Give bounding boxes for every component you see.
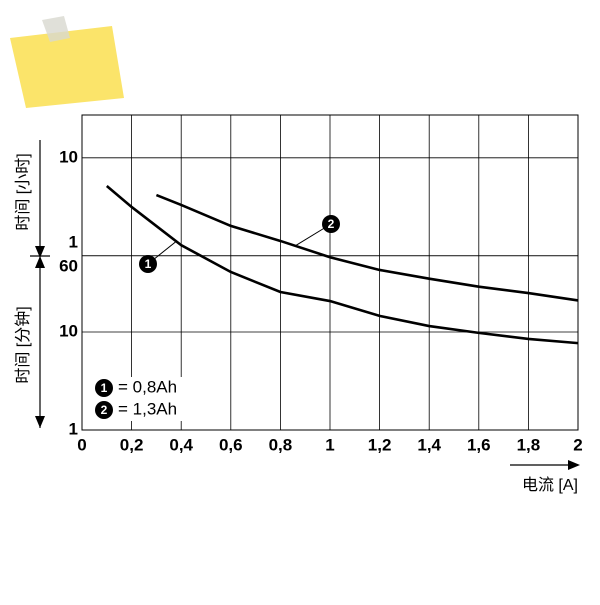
y-tick-label: 1 xyxy=(69,232,78,251)
legend-marker xyxy=(95,401,113,419)
x-tick-label: 0,4 xyxy=(169,435,193,454)
x-tick-label: 1,6 xyxy=(467,435,491,454)
curve-marker xyxy=(139,255,157,273)
curve-marker-label: 1 xyxy=(145,257,152,271)
legend-bg xyxy=(92,399,218,421)
curve-marker-label: 2 xyxy=(328,217,335,231)
x-tick-label: 0,8 xyxy=(269,435,293,454)
legend-bg xyxy=(92,377,218,399)
legend-label: = 1,3Ah xyxy=(118,399,177,418)
sticky-note xyxy=(10,26,124,108)
y-tick-label: 10 xyxy=(59,322,78,341)
y-arrow-head xyxy=(35,416,45,428)
tape xyxy=(42,16,70,42)
curve xyxy=(105,185,579,345)
legend-marker-label: 2 xyxy=(101,403,108,417)
x-label: 电流 [A] xyxy=(522,476,578,494)
x-tick-label: 0,2 xyxy=(120,435,144,454)
y-label-upper: 时间 [小时] xyxy=(14,153,32,230)
legend-label: = 0,8Ah xyxy=(118,377,177,396)
y-tick-label: 1 xyxy=(69,419,78,438)
legend-marker xyxy=(95,379,113,397)
x-tick-label: 1 xyxy=(325,435,334,454)
x-tick-label: 1,4 xyxy=(417,435,441,454)
legend-marker-label: 1 xyxy=(101,381,108,395)
y-label-lower: 时间 [分钟] xyxy=(14,306,32,383)
y-tick-label: 10 xyxy=(59,147,78,166)
x-tick-label: 0 xyxy=(77,435,86,454)
curve-marker xyxy=(322,215,340,233)
x-tick-label: 0,6 xyxy=(219,435,243,454)
y-tick-label: 60 xyxy=(59,256,78,275)
x-arrow-head xyxy=(568,460,580,470)
y-arrow-head xyxy=(35,246,45,258)
y-arrow-head xyxy=(35,256,45,268)
x-tick-label: 1,2 xyxy=(368,435,392,454)
x-tick-label: 1,8 xyxy=(517,435,541,454)
x-tick-label: 2 xyxy=(573,435,582,454)
curve xyxy=(155,193,579,302)
